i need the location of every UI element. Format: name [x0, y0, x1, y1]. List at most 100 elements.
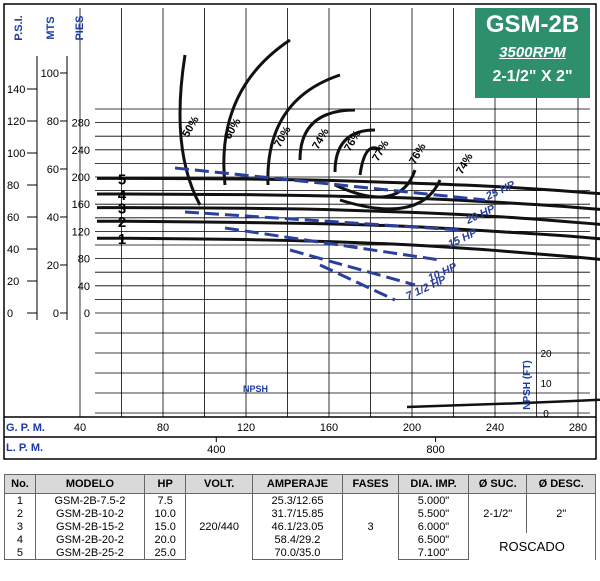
- header-amperaje: AMPERAJE: [251, 474, 344, 494]
- pies-tick-label: 40: [78, 281, 90, 293]
- hp-line: [224, 226, 441, 262]
- hp-line: [174, 166, 486, 202]
- npsh-tick-label: 20: [540, 349, 552, 360]
- chart-axes: P.S.I. MTS PIES020406080100120140020406080…: [4, 15, 596, 456]
- y-axis-title: MTS: [45, 16, 57, 39]
- hp-label: 7 1/2 HP: [404, 273, 448, 302]
- psi-tick-label: 40: [7, 244, 19, 256]
- gpm-tick-label: 240: [486, 422, 504, 434]
- npsh-curve: [406, 398, 600, 409]
- efficiency-curve: [334, 169, 417, 199]
- chart-border: [3, 3, 597, 460]
- curve-number-label: 5: [118, 171, 126, 188]
- cell-modelo: GSM-2B-15-2: [34, 520, 145, 533]
- cell-no: 1: [4, 493, 36, 507]
- curve-number-label: 2: [118, 214, 126, 231]
- table-row: 5 GSM-2B-25-2 25.0 70.0/35.0 7.100": [4, 546, 596, 560]
- efficiency-label: 77%: [370, 138, 392, 163]
- mts-tick-label: 20: [47, 260, 59, 272]
- header-volt: VOLT.: [185, 474, 253, 494]
- cell-hp: 10.0: [143, 507, 187, 520]
- table-row: 3 GSM-2B-15-2 15.0 46.1/23.05 6.000": [4, 520, 596, 533]
- cell-modelo: GSM-2B-7.5-2: [34, 493, 145, 507]
- cell-amperaje: 31.7/15.85: [251, 507, 344, 520]
- model-title-box: GSM-2B 3500RPM 2-1/2" X 2": [475, 8, 590, 98]
- head-curve-4: [121, 192, 600, 211]
- model-name: GSM-2B: [485, 11, 580, 38]
- cell-amperaje: 46.1/23.05: [251, 520, 344, 533]
- efficiency-label: 70%: [272, 124, 294, 149]
- cell-no: 2: [4, 507, 36, 520]
- cell-hp: 7.5: [143, 493, 187, 507]
- cell-modelo: GSM-2B-10-2: [34, 507, 145, 520]
- cell-modelo: GSM-2B-25-2: [34, 546, 145, 560]
- efficiency-label: 50%: [180, 114, 202, 139]
- psi-tick-label: 140: [7, 84, 25, 96]
- cell-no: 5: [4, 546, 36, 560]
- efficiency-curve: [333, 128, 376, 173]
- hp-label: 20 HP: [463, 203, 497, 227]
- efficiency-label: 60%: [222, 116, 244, 141]
- y-axis-title: P.S.I.: [13, 15, 25, 40]
- efficiency-curve: [358, 146, 381, 176]
- mts-tick-label: 100: [41, 68, 59, 80]
- gpm-label: G. P. M.: [6, 422, 45, 434]
- header-suc: Ø SUC.: [467, 474, 528, 494]
- hp-line: [289, 248, 416, 287]
- efficiency-label: 74%: [310, 126, 332, 151]
- cell-amperaje: 70.0/35.0: [251, 546, 344, 560]
- cell-dia-imp: 6.500": [398, 533, 469, 546]
- npsh-axis-title: NPSH (FT): [522, 360, 533, 409]
- psi-tick-label: 0: [7, 308, 13, 320]
- table-row: 2 GSM-2B-10-2 10.0 31.7/15.85 5.500": [4, 507, 596, 520]
- cell-fases: 3: [342, 493, 400, 560]
- head-curve-3: [121, 206, 600, 226]
- npsh-tick-label: 0: [543, 409, 549, 420]
- mts-tick-label: 0: [53, 308, 59, 320]
- cell-no: 4: [4, 533, 36, 546]
- cell-hp: 25.0: [143, 546, 187, 560]
- header-no: No.: [4, 474, 36, 494]
- psi-tick-label: 20: [7, 276, 19, 288]
- cell-dia-imp: 5.000": [398, 493, 469, 507]
- hp-label: 25 HP: [483, 179, 517, 203]
- header-fases: FASES: [342, 474, 400, 494]
- cell-dia-imp: 7.100": [398, 546, 469, 560]
- cell-amperaje: 58.4/29.2: [251, 533, 344, 546]
- pies-tick-label: 0: [84, 308, 90, 320]
- cell-volt: 220/440: [185, 493, 253, 560]
- psi-tick-label: 100: [7, 148, 25, 160]
- cell-modelo: GSM-2B-20-2: [34, 533, 145, 546]
- gpm-tick-label: 80: [157, 422, 169, 434]
- psi-tick-label: 80: [7, 180, 19, 192]
- lpm-tick-label: 800: [426, 444, 444, 456]
- y-axis-title: PIES: [74, 15, 86, 40]
- head-curve-5: [121, 176, 600, 196]
- npsh-tick-label: 10: [540, 379, 552, 390]
- curve-number-label: 4: [118, 187, 127, 204]
- psi-tick-label: 60: [7, 212, 19, 224]
- pies-tick-label: 200: [72, 172, 90, 184]
- cell-hp: 20.0: [143, 533, 187, 546]
- head-curve-2: [121, 219, 600, 241]
- table-row: 4 GSM-2B-20-2 20.0 58.4/29.2 6.500" ROSCADO: [4, 533, 597, 560]
- spec-table-header: No. MODELO HP VOLT. AMPERAJE FASES DIA. …: [4, 474, 596, 494]
- spec-table-body: 1 GSM-2B-7.5-2 7.5 220/440 25.3/12.65 3 5.000"…: [4, 493, 597, 560]
- header-dia-imp: DIA. IMP.: [398, 474, 469, 494]
- gpm-tick-label: 40: [74, 422, 86, 434]
- gpm-tick-label: 200: [403, 422, 421, 434]
- efficiency-label: 74%: [454, 151, 476, 176]
- table-row: 1 GSM-2B-7.5-2 7.5 220/440 25.3/12.65 3 5.000"…: [4, 493, 596, 560]
- npsh-label: NPSH: [243, 384, 268, 394]
- head-curve-1: [121, 236, 600, 261]
- cell-suc: 2-1/2": [467, 493, 528, 533]
- efficiency-label: 76%: [407, 141, 429, 166]
- hp-line: [319, 263, 396, 302]
- curve-number-label: 3: [118, 201, 126, 218]
- cell-dia-imp: 5.500": [398, 507, 469, 520]
- header-desc: Ø DESC.: [526, 474, 596, 494]
- lpm-label: L. P. M.: [6, 442, 43, 454]
- mts-tick-label: 40: [47, 212, 59, 224]
- efficiency-curve: [178, 54, 202, 206]
